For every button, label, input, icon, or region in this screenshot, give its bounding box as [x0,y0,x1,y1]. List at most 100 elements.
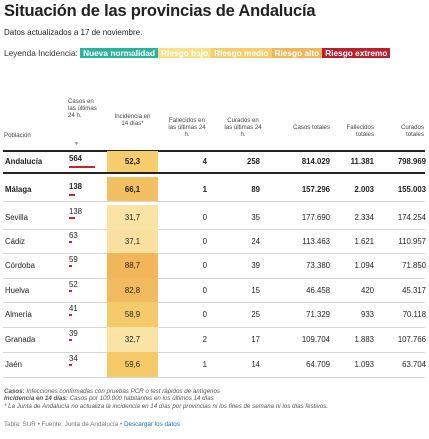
fallecidos-totales-value: 1.621 [354,237,374,246]
casos-24h-bar [69,265,72,267]
row-separator [3,327,425,328]
fallecidos-totales-value: 420 [360,286,374,295]
header-fallecidos-totales[interactable]: Fallecidos totales [346,124,374,139]
curados-totales-value: 155.003 [397,185,426,194]
curados-totales-value: 174.254 [397,213,426,222]
casos-totales-value: 46.458 [306,286,330,295]
row-name: Cádiz [5,237,25,246]
curados-totales-value: 110.957 [398,237,426,246]
header-curados-24h[interactable]: Curados en las últimas 24 h. [224,117,262,139]
curados-totales-value: 63.704 [402,360,426,369]
row-name: Granada [5,335,36,344]
row-name: Jaén [5,360,22,369]
incidence-cell-bg [107,327,158,352]
casos-24h-bar [69,217,76,219]
incidencia-value: 88,7 [124,261,141,270]
fallecidos-24h-value: 0 [202,261,207,270]
casos-24h-bar [69,364,72,366]
header-rule [3,150,425,152]
incidence-cell-bg [107,205,158,229]
curados-totales-value: 45.317 [402,286,426,295]
casos-totales-value: 113.463 [302,237,330,246]
legend-label: Leyenda Incidencia: [4,48,78,58]
row-name: Almería [5,310,32,319]
curados-24h-value: 25 [251,310,260,319]
legend-item-riesgo-medio: Riesgo medio [211,48,272,58]
casos-totales-value: 71.329 [306,310,330,319]
subtitle: Datos actualizados a 17 de noviembre. [4,28,143,37]
legend-item-riesgo-bajo: Riesgo bajo [158,48,212,58]
casos-24h-value: 138 [69,207,83,216]
casos-24h-value: 564 [69,154,83,163]
casos-24h-bar [69,166,95,168]
row-name: Huelva [5,286,30,295]
incidence-cell-bg [107,253,158,278]
fallecidos-24h-value: 1 [202,360,207,369]
page-title: Situación de las provincias de Andalucía [4,2,316,20]
row-separator [3,229,425,230]
legend-item-nueva-normalidad: Nueva normalidad [80,48,159,58]
incidence-cell-bg [107,151,158,172]
sort-arrow-icon[interactable]: ▼ [74,141,79,147]
legend: Leyenda Incidencia: Nueva normalidad Ries… [4,48,424,59]
fallecidos-totales-value: 2.003 [354,185,374,194]
casos-24h-value: 63 [69,231,78,240]
fallecidos-24h-value: 0 [202,213,207,222]
header-casos-24h[interactable]: Casos en las últimas 24 h. [68,98,97,120]
row-separator [3,352,425,353]
legend-item-riesgo-alto: Riesgo alto [271,48,323,58]
fallecidos-totales-value: 2.334 [354,213,374,222]
row-name: Sevilla [5,213,28,222]
header-casos-totales[interactable]: Casos totales [293,124,330,131]
casos-24h-value: 41 [69,304,78,313]
incidencia-value: 32,7 [124,335,141,344]
incidence-cell-bg [107,302,158,327]
fallecidos-totales-value: 933 [360,310,374,319]
fallecidos-24h-value: 1 [202,185,207,194]
header-incidencia[interactable]: Incidencia en 14 días* [114,113,151,128]
incidencia-value: 37,1 [124,237,141,246]
fallecidos-24h-value: 0 [202,310,207,319]
curados-24h-value: 39 [251,261,260,270]
row-separator [3,201,425,202]
note-incidencia: Incidencia en 14 días: Casos por 100.000… [4,395,214,403]
row-name: Andalucía [5,157,43,166]
casos-totales-value: 73.380 [306,261,330,270]
curados-24h-value: 24 [251,237,260,246]
casos-24h-bar [69,194,76,196]
header-fallecidos-24h[interactable]: Fallecidos en las últimas 24 h. [168,117,206,139]
fallecidos-totales-value: 11.381 [350,157,374,166]
incidencia-value: 82,8 [124,286,141,295]
casos-totales-value: 814.029 [301,157,330,166]
incidencia-value: 31,7 [124,213,141,222]
fallecidos-24h-value: 4 [202,157,207,166]
incidencia-value: 66,1 [124,185,141,194]
row-separator [3,278,425,279]
row-separator [3,302,425,303]
casos-24h-bar [69,339,72,341]
incidencia-value: 52,3 [124,157,141,166]
fallecidos-24h-value: 2 [202,335,207,344]
curados-totales-value: 107.766 [397,335,426,344]
header-curados-totales[interactable]: Curados totales [400,124,424,139]
row-separator [3,377,425,378]
row-name: Córdoba [5,261,35,270]
curados-totales-value: 71.850 [402,261,426,270]
download-data-link[interactable]: Descargar los datos [123,421,180,428]
incidence-cell-bg [107,177,158,201]
fallecidos-totales-value: 1.883 [354,335,374,344]
casos-24h-value: 52 [69,280,78,289]
source-line: Tabla: SUR • Fuente: Junta de Andalucía … [4,421,180,428]
incidence-cell-bg [107,352,158,377]
legend-item-riesgo-extremo: Riesgo extremo [322,48,391,58]
incidence-cell-bg [107,229,158,253]
row-separator [3,172,425,174]
curados-24h-value: 15 [251,286,260,295]
header-poblacion[interactable]: Población [4,132,31,139]
note-casos: Casos: Infecciones confirmadas con prueb… [4,388,221,395]
fallecidos-totales-value: 1.094 [354,261,374,270]
curados-24h-value: 35 [251,213,260,222]
incidencia-value: 59,6 [124,360,141,369]
curados-24h-value: 17 [251,335,260,344]
